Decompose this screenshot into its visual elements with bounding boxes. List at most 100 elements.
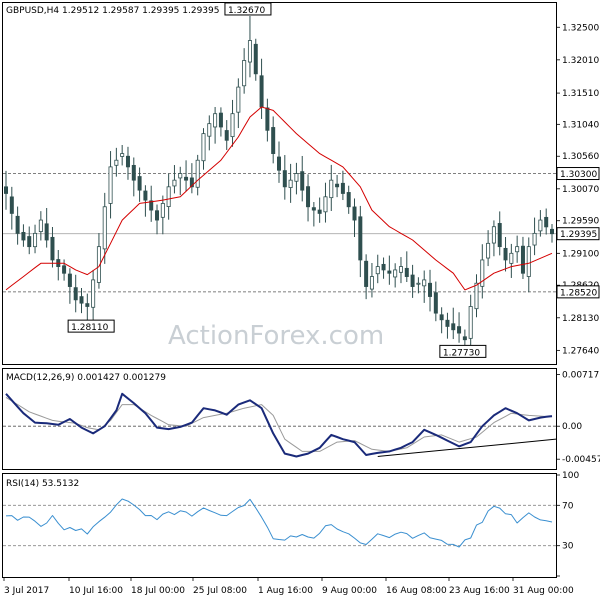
level-tag-box <box>556 227 600 241</box>
candle-body <box>387 270 392 274</box>
candle-body <box>236 86 241 113</box>
candle <box>387 255 392 285</box>
candle <box>323 182 328 223</box>
macd-y-tick-label: 0.00 <box>562 422 582 432</box>
axis-layer: 1.32500 1.32010 1.31510 1.31040 1.30560 1.300… <box>3 23 600 596</box>
x-tick-label: 31 Aug 00:00 <box>513 586 574 596</box>
candle-body <box>38 219 43 232</box>
candle-body <box>178 173 183 179</box>
candle <box>201 128 206 170</box>
candle <box>439 307 444 334</box>
candle <box>451 307 456 340</box>
candle <box>433 281 438 322</box>
candle-body <box>50 236 55 261</box>
candle <box>294 162 299 195</box>
candle-body <box>457 326 462 334</box>
level-tag-label: 1.30300 <box>560 170 597 180</box>
candle <box>457 312 462 343</box>
candle-body <box>422 279 427 287</box>
candle <box>265 98 270 142</box>
price-panel-title: GBPUSD,H4 1.29512 1.29587 1.29395 1.2939… <box>6 6 219 16</box>
candle <box>398 257 403 284</box>
candle <box>125 146 130 180</box>
candle-body <box>143 190 148 201</box>
candle-body <box>85 303 90 307</box>
candle-body <box>276 156 281 171</box>
x-tick-label: 16 Aug 08:00 <box>386 586 447 596</box>
macd-layer <box>3 392 557 458</box>
candle-body <box>468 306 473 339</box>
candle-body <box>207 123 212 137</box>
candle <box>79 288 84 314</box>
candle-body <box>428 282 433 297</box>
candle <box>195 154 200 196</box>
candle <box>155 204 160 235</box>
macd-y-tick-label: 0.00717 <box>562 371 599 381</box>
price-y-tick-label: 1.29590 <box>562 217 599 227</box>
candle-body <box>358 216 363 261</box>
price-y-tick-label: 1.32500 <box>562 23 599 33</box>
candle-body <box>515 246 520 253</box>
candle-body <box>433 292 438 314</box>
candle-body <box>44 223 49 241</box>
candle <box>27 226 32 255</box>
candle <box>38 211 43 241</box>
candle-body <box>242 60 247 87</box>
x-tick-label: 25 Jul 08:00 <box>193 586 247 596</box>
candle-body <box>15 215 20 234</box>
candle-body <box>166 186 171 208</box>
candle <box>369 262 374 298</box>
candle <box>33 224 38 254</box>
annotation-label: 1.32670 <box>228 6 265 16</box>
candle <box>91 269 96 320</box>
candle-body <box>96 246 101 283</box>
candle-body <box>352 206 357 221</box>
candle-body <box>62 265 67 274</box>
candle-body <box>155 210 160 221</box>
candle-body <box>486 242 491 259</box>
candle <box>184 160 189 192</box>
candle-body <box>364 260 369 287</box>
candle <box>271 116 276 164</box>
candle-body <box>114 159 119 166</box>
candle <box>480 244 485 299</box>
candle <box>468 294 473 355</box>
candle <box>515 235 520 263</box>
macd-line <box>5 392 553 458</box>
candle <box>306 174 311 222</box>
candle-body <box>213 113 218 128</box>
candle <box>218 107 223 137</box>
candle-body <box>451 323 456 331</box>
candle-body <box>329 179 334 199</box>
candle-body <box>271 127 276 154</box>
candle-body <box>445 319 450 327</box>
candle <box>288 163 293 203</box>
price-panel-frame <box>2 2 557 365</box>
candle-body <box>480 259 485 287</box>
candle <box>137 167 142 202</box>
candle-body <box>125 155 130 168</box>
rsi-y-tick-label: 100 <box>562 471 579 481</box>
candle <box>253 38 258 81</box>
candle-body <box>131 164 136 181</box>
macd-y-tick-label: -0.004579 <box>562 455 600 465</box>
candle-body <box>288 179 293 188</box>
candle-body <box>189 177 194 188</box>
price-y-tick-label: 1.31040 <box>562 120 599 130</box>
candle <box>9 186 14 230</box>
candle <box>236 78 241 129</box>
candle <box>131 157 136 197</box>
candle <box>462 329 467 345</box>
candle-body <box>306 186 311 208</box>
candle <box>96 233 101 289</box>
candle <box>445 312 450 339</box>
candle <box>393 263 398 288</box>
annotation-box <box>224 2 272 16</box>
candle-body <box>184 176 189 181</box>
candle-body <box>335 183 340 188</box>
candle <box>143 185 148 217</box>
candle-body <box>416 282 421 285</box>
candle-body <box>73 287 78 301</box>
rsi-y-tick-label: 70 <box>562 501 574 511</box>
candle <box>114 147 119 177</box>
